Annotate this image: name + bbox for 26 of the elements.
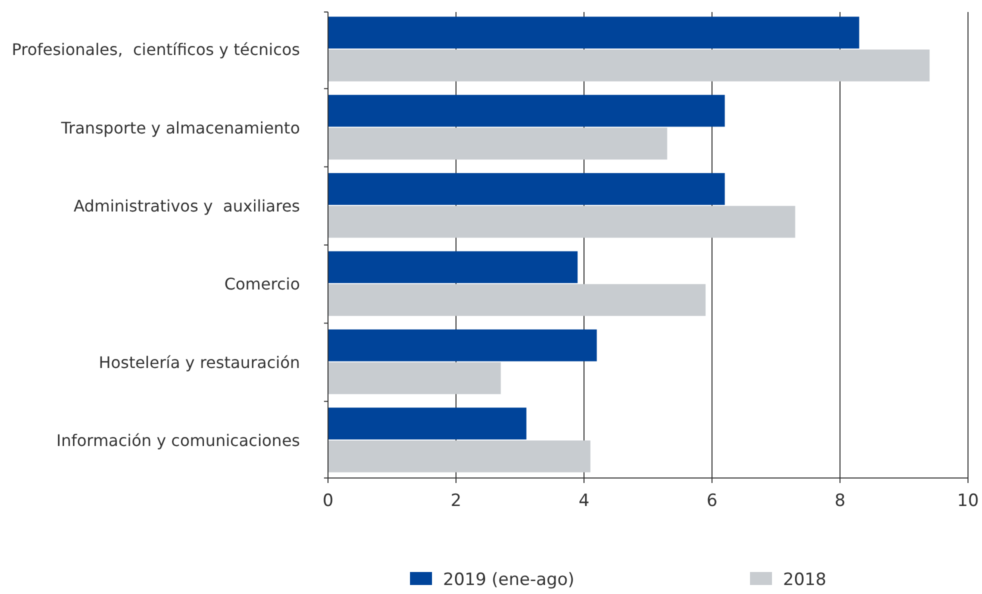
- bar: [328, 440, 590, 472]
- y-tick-label: Información y comunicaciones: [56, 431, 300, 450]
- bar: [328, 128, 668, 160]
- bar: [328, 251, 578, 284]
- bar: [328, 408, 526, 440]
- y-tick-label: Hostelería y restauración: [98, 352, 300, 372]
- bar: [328, 16, 860, 49]
- x-tick-label: 0: [322, 491, 334, 511]
- bar: [328, 362, 501, 394]
- x-tick-label: 4: [578, 491, 590, 511]
- bar: [328, 50, 930, 82]
- y-tick-label: Transporte y almacenamiento: [60, 118, 300, 138]
- bar: [328, 206, 796, 238]
- y-tick-label: Profesionales, científicos y técnicos: [12, 40, 300, 60]
- x-tick-label: 2: [450, 491, 462, 511]
- bar: [328, 284, 706, 316]
- x-tick-label: 8: [834, 491, 846, 511]
- legend-label: 2019 (ene-ago): [443, 570, 574, 590]
- y-tick-label: Comercio: [224, 274, 300, 294]
- y-tick-label: Administrativos y auxiliares: [74, 196, 300, 216]
- bar: [328, 94, 725, 127]
- x-tick-label: 10: [957, 491, 979, 511]
- bar: [328, 329, 597, 362]
- bar: [328, 173, 725, 205]
- legend-label: 2018: [783, 570, 826, 590]
- x-tick-label: 6: [706, 491, 718, 511]
